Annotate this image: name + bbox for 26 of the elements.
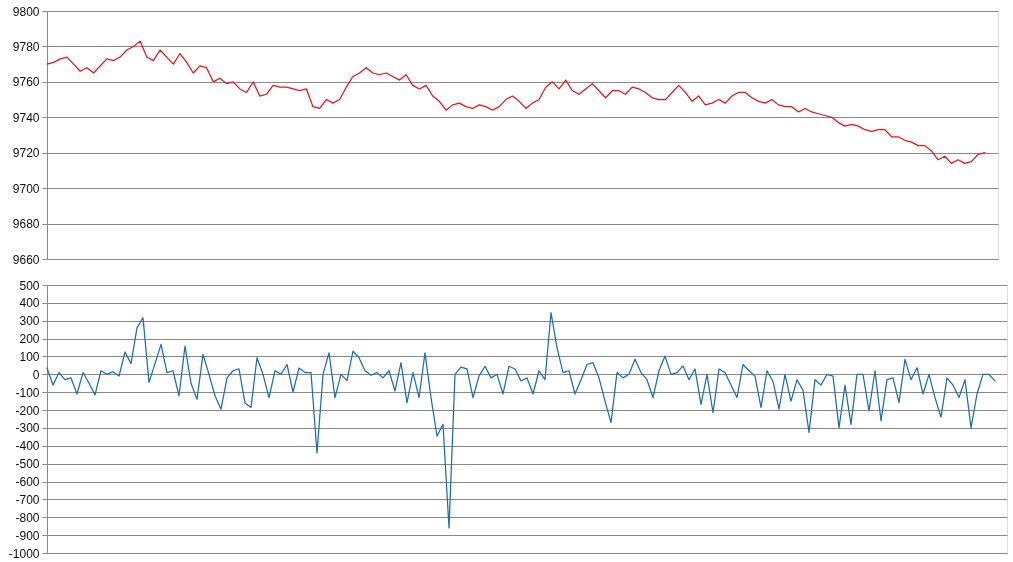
- line-series: [46, 312, 996, 529]
- y-tick-label: -900: [15, 528, 40, 543]
- y-tick-label: -500: [15, 457, 40, 472]
- y-tick-label: -1000: [8, 546, 40, 561]
- y-tick-label: -600: [15, 475, 40, 490]
- y-tick-label: -200: [15, 403, 40, 418]
- y-tick-label: 9780: [12, 39, 40, 54]
- y-tick-label: 9760: [12, 75, 40, 90]
- y-tick-label: -400: [15, 439, 40, 454]
- line-series: [46, 40, 986, 164]
- y-tick-label: 9720: [12, 146, 40, 161]
- y-tick-label: -300: [15, 421, 40, 436]
- y-tick-label: 9660: [12, 252, 40, 267]
- y-tick-label: 200: [19, 332, 40, 347]
- y-tick-label: -100: [15, 385, 40, 400]
- y-tick-label: 300: [19, 314, 40, 329]
- y-tick-label: 9700: [12, 181, 40, 196]
- y-tick-label: 0: [32, 367, 40, 382]
- y-tick-label: 400: [19, 296, 40, 311]
- y-tick-label: 100: [19, 349, 40, 364]
- y-tick-label: 500: [19, 278, 40, 293]
- y-tick-label: 9800: [12, 4, 40, 19]
- y-tick-label: 9740: [12, 110, 40, 125]
- y-tick-label: -700: [15, 492, 40, 507]
- y-tick-label: -800: [15, 510, 40, 525]
- y-tick-label: 9680: [12, 217, 40, 232]
